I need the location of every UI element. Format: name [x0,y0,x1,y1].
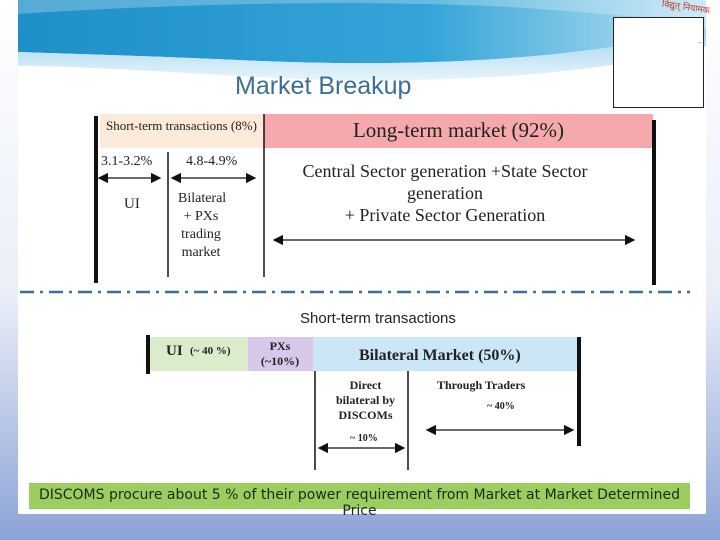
px-label-line2: (~10%) [260,354,300,368]
long-term-description: Central Sector generation +State Sector … [270,160,620,226]
ui-box [150,337,248,371]
bilateral-market-label: Bilateral Market (50%) [359,347,521,364]
bilateral-market-box [313,337,577,371]
logo-placeholder-box [613,17,704,108]
short-term-heading: Short-term transactions [300,310,456,327]
px-share-label: PXs (~10%) [250,339,310,369]
slide-title: Market Breakup [235,72,412,100]
bilateral-range-label: 4.8-4.9% [186,154,238,169]
short-term-box [100,114,264,148]
header-wave-banner [18,0,706,81]
slide-background [18,0,706,514]
px-box [248,337,313,371]
long-term-desc-line1: Central Sector generation +State Sector [302,161,588,181]
bilateral-px-label: Bilateral + PXs trading market [178,191,227,260]
long-term-desc-line3: + Private Sector Generation [344,205,546,225]
long-term-box [264,114,653,148]
footer-banner [29,483,690,509]
footer-text: DISCOMS procure about 5 % of their power… [38,487,681,519]
ui-share-pct: (~ 40 %) [190,345,231,357]
px-label-line1: PXs [269,339,291,353]
long-term-label: Long-term market (92%) [352,118,565,142]
ui-label: UI [124,196,140,212]
short-term-label: Short-term transactions (8%) [106,118,257,133]
ui-range-label: 3.1-3.2% [101,154,153,169]
through-traders-label: Through Traders [437,378,526,392]
direct-bilateral-label: Direct bilateral by DISCOMs [336,378,395,422]
logo-sub: ... [698,36,705,45]
through-traders-pct: ~ 40% [487,401,515,412]
ui-share-label: UI [166,343,183,359]
direct-bilateral-pct: ~ 10% [350,433,378,444]
long-term-desc-line2: generation [407,183,483,203]
